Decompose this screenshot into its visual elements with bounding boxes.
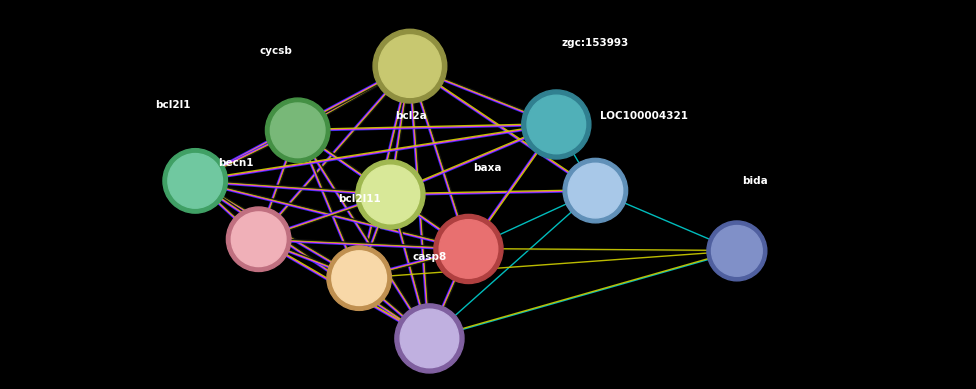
Ellipse shape: [270, 103, 325, 158]
Ellipse shape: [231, 212, 286, 266]
Text: zgc:153993: zgc:153993: [561, 39, 629, 48]
Text: bcl2l11: bcl2l11: [338, 194, 381, 204]
Text: bcl2a: bcl2a: [395, 111, 427, 121]
Ellipse shape: [327, 246, 391, 310]
Text: baxa: baxa: [473, 163, 502, 173]
Text: LOC100004321: LOC100004321: [600, 111, 688, 121]
Text: casp8: casp8: [412, 252, 447, 262]
Text: bida: bida: [742, 177, 767, 186]
Ellipse shape: [712, 226, 762, 276]
Ellipse shape: [168, 154, 223, 208]
Ellipse shape: [434, 214, 503, 284]
Text: cycsb: cycsb: [260, 46, 293, 56]
Ellipse shape: [265, 98, 330, 163]
Ellipse shape: [373, 29, 447, 103]
Ellipse shape: [332, 251, 386, 305]
Ellipse shape: [568, 163, 623, 218]
Ellipse shape: [563, 158, 628, 223]
Ellipse shape: [163, 149, 227, 213]
Text: becn1: becn1: [219, 158, 254, 168]
Ellipse shape: [361, 165, 420, 224]
Ellipse shape: [395, 304, 464, 373]
Ellipse shape: [707, 221, 767, 281]
Ellipse shape: [439, 220, 498, 278]
Ellipse shape: [522, 90, 590, 159]
Ellipse shape: [356, 160, 425, 229]
Ellipse shape: [400, 309, 459, 368]
Ellipse shape: [379, 35, 441, 97]
Text: bcl2l1: bcl2l1: [155, 100, 190, 110]
Ellipse shape: [527, 95, 586, 154]
Ellipse shape: [226, 207, 291, 272]
